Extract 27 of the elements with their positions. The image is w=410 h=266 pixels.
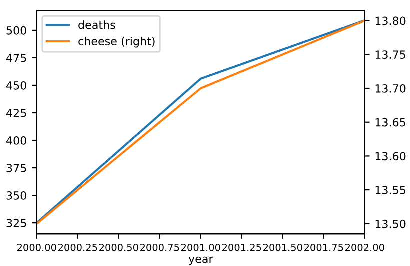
y-tick-label: 475 xyxy=(6,54,26,62)
y2-tick-label: 13.65 xyxy=(376,118,406,127)
x-tick-label: 2000.50 xyxy=(100,244,138,252)
y-tick-label: 425 xyxy=(6,108,26,118)
x-tick-label: 2001.00 xyxy=(182,244,220,252)
x-axis-title: year xyxy=(188,256,214,266)
y-tick-label: 325 xyxy=(6,219,26,228)
x-tick-label: 2001.50 xyxy=(264,244,302,252)
x-tick-label: 2000.75 xyxy=(140,244,180,252)
y-tick-label: 500 xyxy=(6,26,26,35)
y-tick-label: 375 xyxy=(6,164,26,172)
y2-tick-label: 13.60 xyxy=(376,152,406,161)
y2-tick-label: 13.55 xyxy=(376,186,406,194)
y-tick-label: 400 xyxy=(6,136,26,145)
x-tick-label: 2000.00 xyxy=(18,244,56,252)
x-tick-label: 2002.00 xyxy=(346,244,384,252)
y-tick-label: 450 xyxy=(6,81,26,90)
y2-tick-label: 13.70 xyxy=(376,84,406,93)
y-tick-label: 350 xyxy=(6,192,26,200)
y2-tick-label: 13.80 xyxy=(376,16,406,26)
y2-tick-label: 13.50 xyxy=(376,220,406,228)
x-tick-label: 2001.25 xyxy=(222,244,262,252)
legend-label: deaths xyxy=(78,20,116,30)
x-tick-label: 2001.75 xyxy=(304,244,344,252)
legend-label: cheese (right) xyxy=(78,36,155,48)
x-tick-label: 2000.25 xyxy=(58,244,98,252)
y2-tick-label: 13.75 xyxy=(376,50,406,60)
